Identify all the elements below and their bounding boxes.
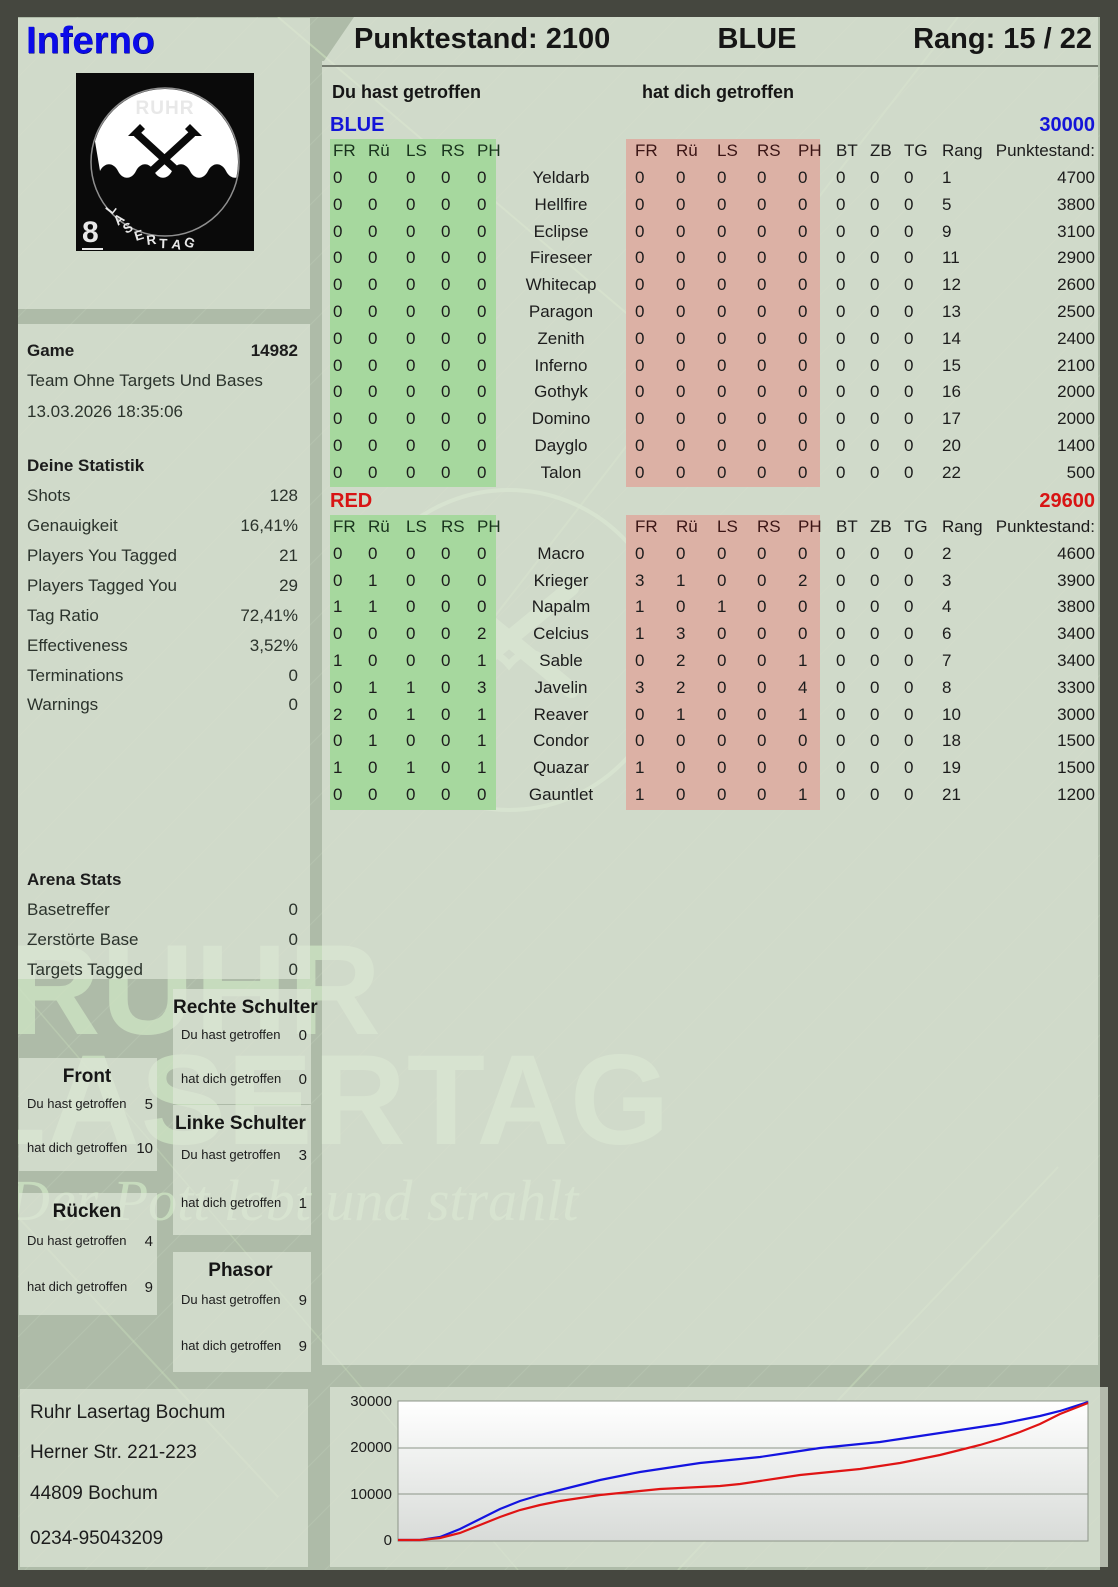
svg-text:8: 8 [82,216,99,249]
svg-text:RUHR: RUHR [136,98,195,119]
svg-text:T: T [159,236,169,251]
svg-text:20000: 20000 [350,1439,392,1456]
svg-text:30000: 30000 [350,1393,392,1410]
svg-text:0: 0 [384,1532,392,1549]
svg-text:10000: 10000 [350,1486,392,1503]
